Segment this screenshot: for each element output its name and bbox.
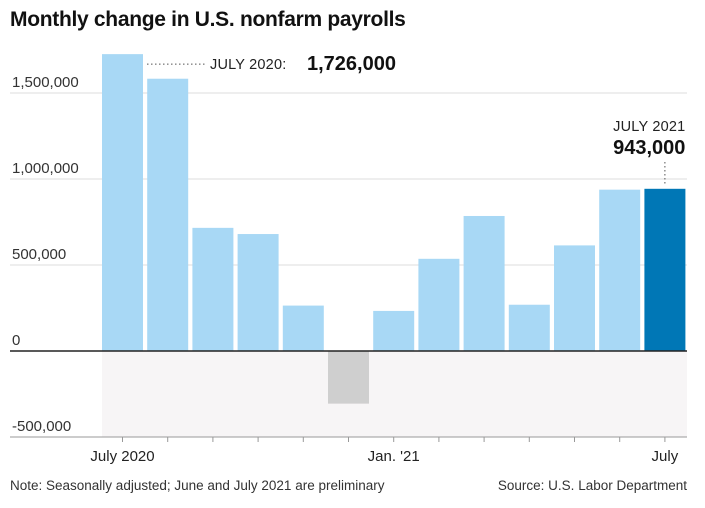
y-tick-label: -500,000 bbox=[12, 418, 71, 435]
bar-jan-2021 bbox=[373, 310, 415, 351]
bar-apr-2021 bbox=[508, 304, 550, 351]
x-tick-label: July bbox=[652, 448, 679, 465]
chart-source: Source: U.S. Labor Department bbox=[497, 478, 687, 493]
bar-aug-2020 bbox=[147, 78, 189, 351]
bar-dec-2020 bbox=[328, 351, 369, 404]
bar-feb-2021 bbox=[418, 258, 460, 351]
bar-jul-2021 bbox=[644, 188, 686, 351]
bar-jun-2021 bbox=[599, 189, 641, 351]
axes bbox=[10, 350, 687, 442]
bar-nov-2020 bbox=[282, 305, 324, 351]
annotation-last-label: JULY 2021 bbox=[613, 119, 685, 135]
chart-title: Monthly change in U.S. nonfarm payrolls bbox=[10, 8, 406, 31]
chart-note: Note: Seasonally adjusted; June and July… bbox=[10, 478, 385, 493]
bar-oct-2020 bbox=[237, 234, 279, 351]
bars bbox=[102, 54, 686, 404]
bar-jul-2020 bbox=[102, 54, 143, 352]
bar-sep-2020 bbox=[192, 227, 234, 351]
y-tick-label: 1,000,000 bbox=[12, 160, 79, 177]
y-tick-label: 500,000 bbox=[12, 246, 66, 263]
annotation-first-label: JULY 2020: bbox=[210, 57, 286, 73]
negative-region-background bbox=[102, 351, 687, 437]
x-tick-label: July 2020 bbox=[90, 448, 154, 465]
annotation-last-value: 943,000 bbox=[613, 137, 685, 159]
annotations: JULY 2020: 1,726,000 JULY 2021 943,000 bbox=[147, 53, 685, 186]
annotation-first-value: 1,726,000 bbox=[307, 53, 396, 75]
bar-may-2021 bbox=[554, 245, 595, 351]
x-tick-label: Jan. '21 bbox=[368, 448, 420, 465]
y-tick-label: 1,500,000 bbox=[12, 74, 79, 91]
bar-mar-2021 bbox=[463, 215, 505, 351]
payrolls-bar-chart: -500,000 0 500,000 1,000,000 1,500,000 July 2… bbox=[10, 53, 687, 465]
labels: -500,000 0 500,000 1,000,000 1,500,000 July 2… bbox=[12, 74, 679, 465]
y-tick-label: 0 bbox=[12, 332, 20, 349]
